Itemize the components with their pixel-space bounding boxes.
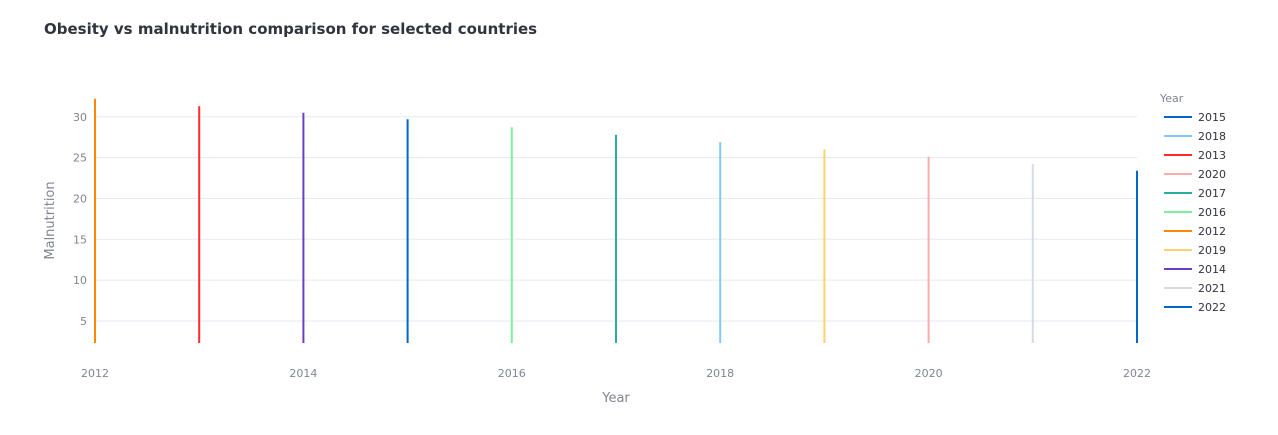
legend-label-2017: 2017 — [1198, 187, 1226, 200]
legend-label-2015: 2015 — [1198, 111, 1226, 124]
legend-label-2014: 2014 — [1198, 263, 1226, 276]
y-tick-25: 25 — [73, 152, 87, 165]
y-tick-10: 10 — [73, 274, 87, 287]
x-tick-2014: 2014 — [289, 367, 317, 380]
legend-label-2013: 2013 — [1198, 149, 1226, 162]
legend-item-2018: 2018 — [1164, 130, 1226, 143]
legend-label-2022: 2022 — [1198, 301, 1226, 314]
y-axis-title: Malnutrition — [43, 181, 58, 259]
legend-item-2015: 2015 — [1164, 111, 1226, 124]
legend-item-2019: 2019 — [1164, 244, 1226, 257]
legend-item-2014: 2014 — [1164, 263, 1226, 276]
y-tick-5: 5 — [80, 315, 87, 328]
y-tick-30: 30 — [73, 111, 87, 124]
legend-item-2013: 2013 — [1164, 149, 1226, 162]
legend-title: Year — [1159, 92, 1184, 105]
chart-title: Obesity vs malnutrition comparison for s… — [44, 20, 538, 38]
y-tick-15: 15 — [73, 233, 87, 246]
legend-item-2016: 2016 — [1164, 206, 1226, 219]
legend: Year 2015 2018 2013 2020 2017 2016 2012 2019 201… — [1159, 92, 1226, 314]
y-tick-20: 20 — [73, 192, 87, 205]
x-tick-2018: 2018 — [706, 367, 734, 380]
legend-label-2018: 2018 — [1198, 130, 1226, 143]
legend-label-2016: 2016 — [1198, 206, 1226, 219]
legend-item-2021: 2021 — [1164, 282, 1226, 295]
legend-label-2020: 2020 — [1198, 168, 1226, 181]
x-tick-2016: 2016 — [498, 367, 526, 380]
x-tick-2020: 2020 — [915, 367, 943, 380]
x-tick-2012: 2012 — [81, 367, 109, 380]
x-tick-2022: 2022 — [1123, 367, 1151, 380]
legend-label-2012: 2012 — [1198, 225, 1226, 238]
x-axis-title: Year — [601, 391, 630, 406]
series-lines — [94, 98, 1138, 343]
legend-label-2019: 2019 — [1198, 244, 1226, 257]
legend-label-2021: 2021 — [1198, 282, 1226, 295]
legend-item-2022: 2022 — [1164, 301, 1226, 314]
y-axis-ticks: 5 10 15 20 25 30 — [73, 111, 87, 328]
legend-item-2017: 2017 — [1164, 187, 1226, 200]
legend-item-2012: 2012 — [1164, 225, 1226, 238]
legend-item-2020: 2020 — [1164, 168, 1226, 181]
x-axis-ticks: 2012 2014 2016 2018 2020 2022 — [81, 367, 1151, 380]
